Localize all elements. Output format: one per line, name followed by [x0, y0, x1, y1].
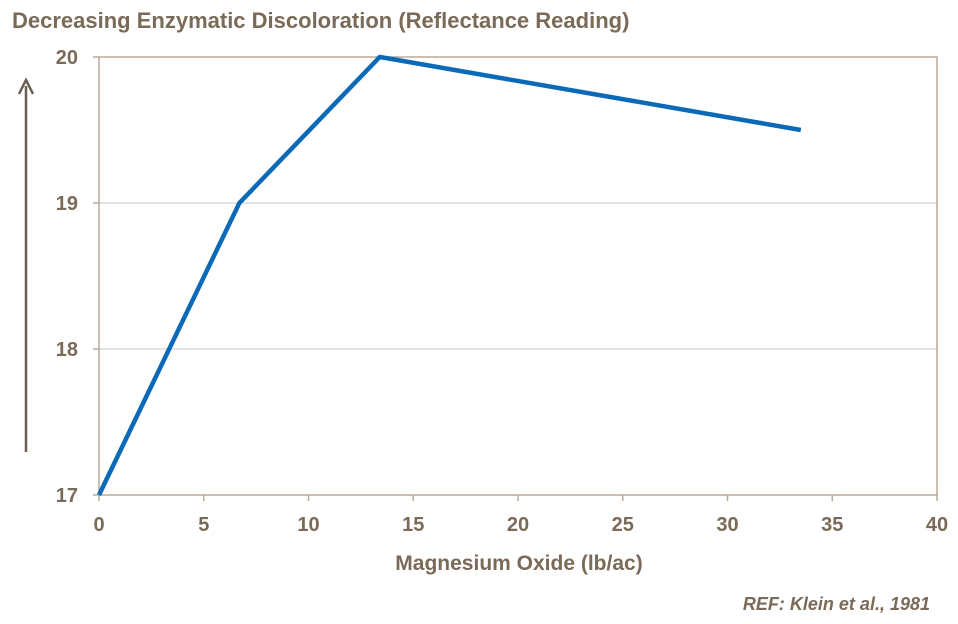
x-tick-label-40: 40 — [926, 514, 948, 536]
series-line-0 — [96, 54, 802, 496]
y-tick-label-18: 18 — [56, 339, 78, 361]
x-tick-label-10: 10 — [297, 514, 319, 536]
x-axis-label: Magnesium Oxide (lb/ac) — [395, 552, 643, 575]
x-axis-label-wrap: Magnesium Oxide (lb/ac) — [0, 552, 958, 576]
up-arrow-icon — [17, 77, 35, 95]
x-tick-label-0: 0 — [93, 514, 104, 536]
y-tick-label-19: 19 — [56, 193, 78, 215]
plot-area-frame — [98, 56, 938, 496]
x-tick-label-15: 15 — [402, 514, 424, 536]
x-tick-label-5: 5 — [198, 514, 209, 536]
y-tick-label-20: 20 — [56, 47, 78, 69]
reference-note: REF: Klein et al., 1981 — [742, 594, 930, 614]
x-tick-label-30: 30 — [716, 514, 738, 536]
chart-title: Decreasing Enzymatic Discoloration (Refl… — [12, 8, 630, 33]
x-tick-label-35: 35 — [821, 514, 843, 536]
x-tick-label-20: 20 — [507, 514, 529, 536]
y-tick-label-17: 17 — [56, 485, 78, 507]
x-tick-label-25: 25 — [612, 514, 634, 536]
